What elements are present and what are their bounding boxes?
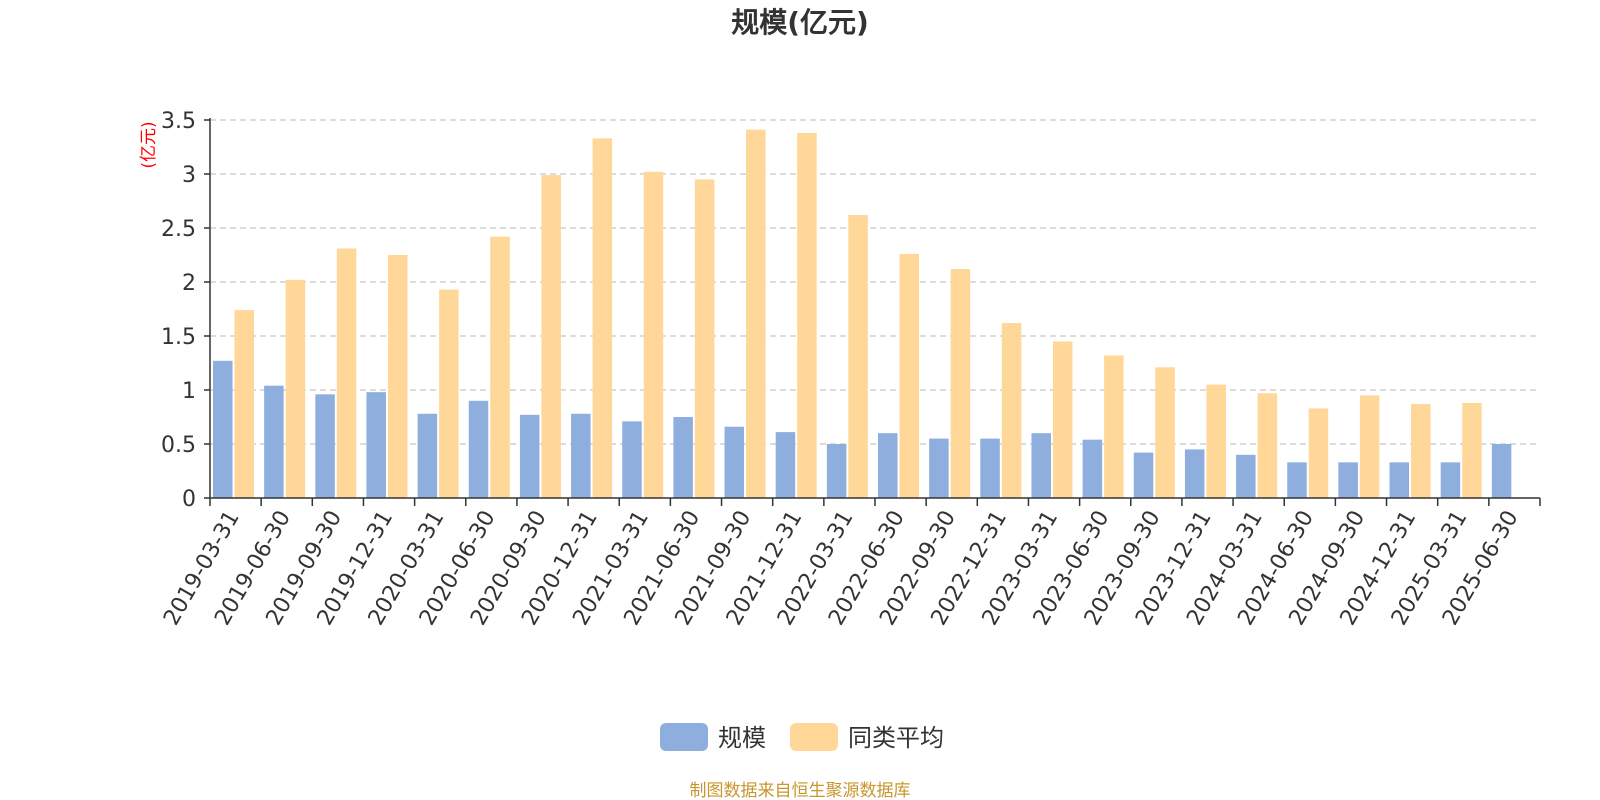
y-tick-label: 0.5: [161, 433, 196, 458]
data-source-note: 制图数据来自恒生聚源数据库: [690, 781, 911, 800]
bar: [797, 132, 817, 498]
bar: [848, 215, 868, 499]
bar: [694, 179, 715, 498]
bar: [929, 438, 949, 498]
bar: [1389, 462, 1410, 498]
y-tick-label: 1.5: [161, 325, 196, 350]
bar: [1236, 454, 1256, 498]
bar: [826, 444, 847, 498]
bar: [1082, 439, 1103, 498]
axes: [209, 118, 1540, 499]
bar: [1001, 323, 1022, 498]
y-tick-label: 3.5: [161, 109, 196, 134]
bar: [1184, 449, 1205, 498]
bar: [1338, 462, 1358, 498]
bar: [673, 417, 693, 498]
legend: 规模 同类平均: [660, 723, 944, 752]
bar: [1462, 402, 1482, 498]
bar: [1411, 404, 1431, 498]
bar: [1257, 393, 1278, 498]
bar: [439, 289, 459, 498]
y-tick-label: 0: [182, 487, 196, 512]
bar: [336, 248, 357, 498]
chart-title: 规模(亿元): [731, 6, 869, 39]
x-axis-ticks: 2019-03-312019-06-302019-09-302019-12-31…: [159, 498, 1541, 630]
bar: [519, 414, 540, 498]
bar: [878, 433, 898, 498]
y-tick-label: 1: [182, 379, 196, 404]
bar: [622, 421, 642, 498]
legend-label: 规模: [718, 724, 766, 752]
bar: [285, 279, 306, 498]
bar: [1308, 408, 1329, 498]
bar: [468, 400, 489, 498]
bar: [213, 360, 233, 498]
bar: [643, 171, 664, 498]
bar: [950, 269, 971, 498]
bar: [1104, 355, 1124, 498]
y-tick-label: 2: [182, 271, 196, 296]
bar: [234, 310, 254, 498]
bar: [1155, 367, 1175, 498]
bar: [775, 432, 796, 498]
bar: [1491, 444, 1512, 498]
bar: [366, 392, 386, 498]
legend-swatch: [790, 723, 838, 751]
legend-label: 同类平均: [848, 724, 944, 752]
bar: [592, 138, 613, 499]
bar: [1440, 462, 1461, 498]
bar: [746, 129, 766, 498]
bar: [1206, 384, 1226, 498]
bar: [1359, 395, 1380, 498]
bar: [387, 255, 408, 498]
bar: [899, 253, 919, 498]
y-axis-ticks: 0 0.5 1 1.5 2 2.5 3 3.5: [161, 109, 210, 512]
bar: [1133, 452, 1154, 498]
bar: [1052, 341, 1073, 498]
bars: [213, 129, 1512, 499]
y-axis-unit: (亿元): [139, 121, 159, 168]
bar: [490, 236, 510, 498]
bar: [980, 438, 1000, 498]
y-tick-label: 2.5: [161, 217, 196, 242]
bar: [724, 426, 745, 498]
gridlines: [210, 119, 1540, 445]
legend-swatch: [660, 723, 708, 751]
bar: [541, 175, 561, 498]
bar: [417, 413, 438, 498]
bar: [1031, 433, 1051, 498]
y-tick-label: 3: [182, 163, 196, 188]
bar: [264, 385, 284, 498]
bar: [571, 413, 591, 498]
bar: [315, 394, 335, 498]
bar: [1287, 462, 1307, 498]
